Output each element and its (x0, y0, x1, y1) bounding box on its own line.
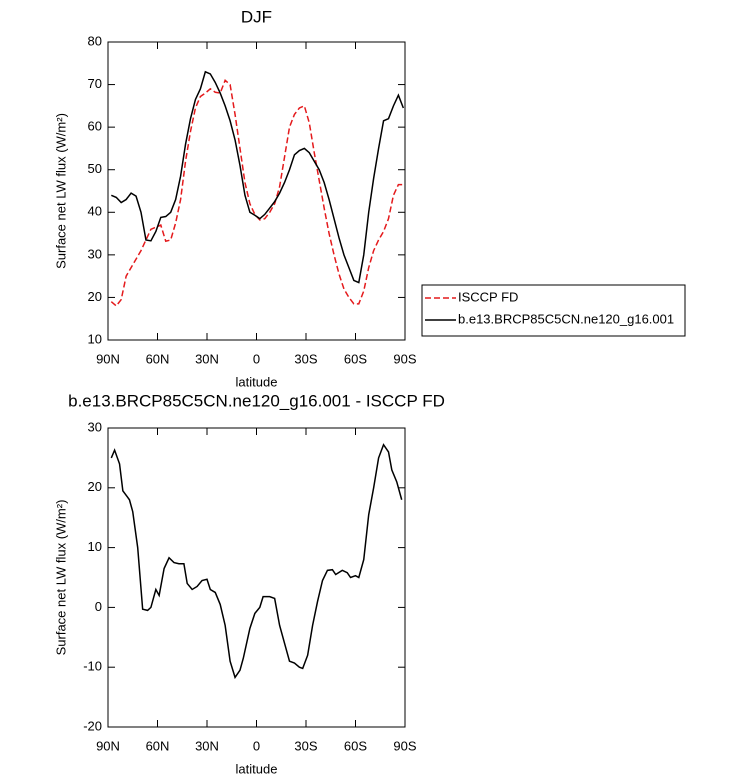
y-tick-label: 40 (88, 204, 102, 219)
y-axis-label: Surface net LW flux (W/m²) (53, 500, 68, 656)
y-tick-label: 20 (88, 479, 102, 494)
y-tick-label: -10 (83, 659, 102, 674)
y-tick-label: 10 (88, 331, 102, 346)
y-tick-label: 60 (88, 119, 102, 134)
y-tick-label: 30 (88, 419, 102, 434)
x-tick-label: 90N (96, 351, 120, 366)
y-tick-label: 80 (88, 33, 102, 48)
data-line (110, 79, 404, 308)
x-tick-label: 90S (393, 351, 416, 366)
data-line (110, 443, 403, 680)
y-tick-label: 20 (88, 289, 102, 304)
legend-label: ISCCP FD (458, 289, 518, 304)
legend-box (421, 284, 686, 337)
chart-title: DJF (241, 7, 272, 26)
x-tick-label: 60N (146, 738, 170, 753)
x-tick-label: 60S (344, 351, 367, 366)
x-tick-label: 0 (253, 738, 260, 753)
y-axis-label: Surface net LW flux (W/m²) (53, 113, 68, 269)
data-line (111, 70, 405, 284)
x-tick-label: 30N (195, 738, 219, 753)
x-tick-label: 90S (393, 738, 416, 753)
y-tick-label: 70 (88, 76, 102, 91)
y-tick-label: 10 (88, 539, 102, 554)
x-tick-label: 90N (96, 738, 120, 753)
plot-frame (107, 41, 406, 341)
legend-label: b.e13.BRCP85C5CN.ne120_g16.001 (458, 311, 674, 326)
x-tick-label: 60N (146, 351, 170, 366)
x-tick-label: 30N (195, 351, 219, 366)
plot-frame (107, 427, 406, 728)
x-axis-label: latitude (236, 761, 278, 776)
x-axis-label: latitude (236, 374, 278, 389)
x-tick-label: 30S (294, 738, 317, 753)
x-tick-label: 60S (344, 738, 367, 753)
y-tick-label: 50 (88, 161, 102, 176)
y-tick-label: -20 (83, 718, 102, 733)
chart-title: b.e13.BRCP85C5CN.ne120_g16.001 - ISCCP F… (68, 391, 445, 410)
x-tick-label: 0 (253, 351, 260, 366)
y-tick-label: 30 (88, 246, 102, 261)
x-tick-label: 30S (294, 351, 317, 366)
y-tick-label: 0 (95, 599, 102, 614)
